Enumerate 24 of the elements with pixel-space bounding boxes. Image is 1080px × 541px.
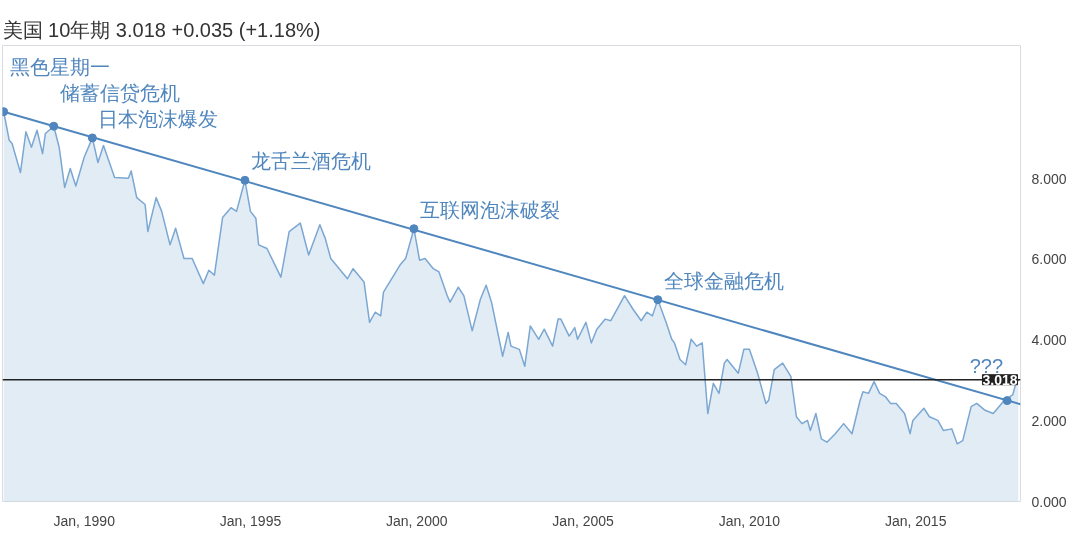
point: [1002, 396, 1012, 406]
y-tick-label: 0.000: [1031, 493, 1067, 510]
point: [653, 295, 663, 305]
annotation: 龙舌兰酒危机: [250, 150, 371, 173]
annotation: 日本泡沫爆发: [98, 107, 219, 130]
annotation: 黑色星期一: [9, 55, 110, 78]
point: [409, 224, 419, 234]
chart-title: 美国 10年期 3.018 +0.035 (+1.18%): [2, 18, 321, 41]
x-tick-label: Jan, 2010: [718, 512, 781, 529]
y-tick-label: 2.000: [1031, 412, 1067, 429]
y-tick-label: 8.000: [1031, 170, 1067, 187]
annotation: 全球金融危机: [663, 269, 784, 292]
annotation: 储蓄信贷危机: [59, 81, 180, 104]
point: [49, 121, 59, 131]
x-tick-label: Jan, 2005: [552, 512, 615, 529]
point: [87, 133, 97, 143]
x-tick-label: Jan, 2015: [884, 512, 947, 529]
y-tick-label: 6.000: [1031, 251, 1067, 268]
x-tick-label: Jan, 2000: [386, 512, 448, 529]
annotation: 互联网泡沫破裂: [419, 198, 560, 221]
x-tick-label: Jan, 1990: [53, 512, 116, 529]
x-tick-label: Jan, 1995: [219, 512, 282, 529]
y-tick-label: 4.000: [1031, 332, 1067, 349]
point: [240, 175, 250, 185]
